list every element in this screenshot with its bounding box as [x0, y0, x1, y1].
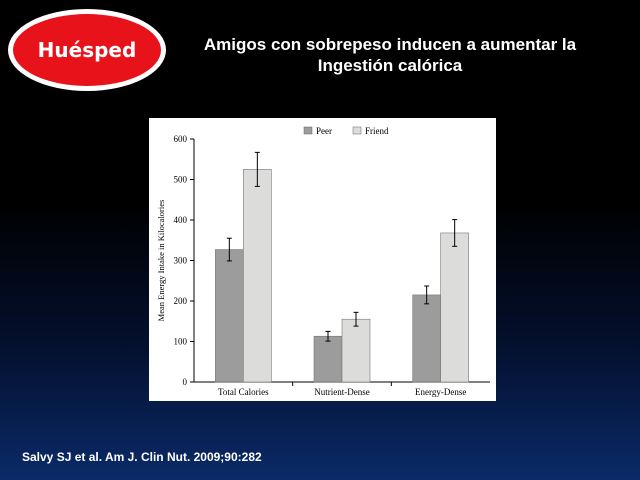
badge-red-oval: Huésped — [13, 14, 161, 86]
chart-panel: 0 100 200 300 400 500 600 Mean Energy Intake in… — [149, 118, 496, 401]
y-tick-label: 100 — [174, 337, 188, 347]
legend-label-friend: Friend — [365, 126, 389, 136]
y-tick-label: 400 — [174, 215, 188, 225]
y-axis-title: Mean Energy Intake in Kilocalories — [156, 200, 166, 322]
bar-peer — [313, 335, 343, 383]
bar-friend — [440, 232, 469, 383]
x-tick-label: Nutrient-Dense — [314, 387, 369, 397]
y-tick-label: 0 — [183, 377, 188, 387]
legend-swatch-peer — [303, 126, 313, 135]
x-tick-label: Total Calories — [218, 387, 269, 397]
slide-title: Amigos con sobrepeso inducen a aumentar … — [176, 34, 604, 76]
legend-label-peer: Peer — [316, 126, 332, 136]
x-tick-label: Energy-Dense — [415, 387, 466, 397]
bar-friend — [341, 318, 371, 383]
y-tick-label: 300 — [174, 256, 188, 266]
y-tick-label: 200 — [174, 296, 188, 306]
y-tick-label: 500 — [174, 175, 188, 185]
bar-peer — [412, 294, 441, 383]
citation: Salvy SJ et al. Am J. Clin Nut. 2009;90:… — [22, 450, 262, 464]
bar-peer — [215, 249, 244, 383]
bar-friend — [243, 169, 272, 383]
slide-title-line-1: Amigos con sobrepeso inducen a aumentar … — [203, 35, 577, 54]
legend-swatch-friend — [352, 126, 362, 135]
huesped-badge: Huésped — [8, 9, 166, 91]
badge-text: Huésped — [37, 38, 137, 62]
slide-title-line-2: Ingestión calórica — [317, 56, 463, 75]
bar-chart: 0 100 200 300 400 500 600 Mean Energy Intake in… — [156, 126, 490, 397]
y-tick-label: 600 — [174, 134, 188, 144]
